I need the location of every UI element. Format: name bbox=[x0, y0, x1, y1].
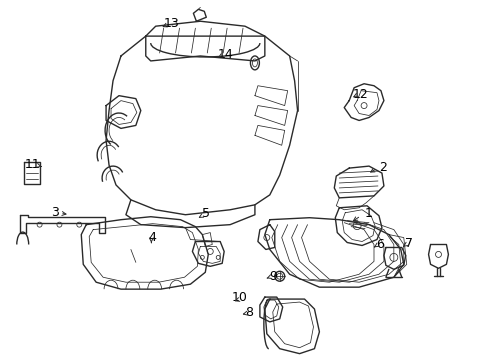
Text: 10: 10 bbox=[231, 291, 247, 305]
Text: 6: 6 bbox=[376, 238, 384, 251]
Text: 9: 9 bbox=[269, 270, 277, 283]
Text: 13: 13 bbox=[163, 17, 179, 30]
Text: 1: 1 bbox=[364, 207, 371, 220]
Text: 3: 3 bbox=[51, 206, 59, 219]
Text: 5: 5 bbox=[201, 207, 209, 220]
Text: 7: 7 bbox=[405, 237, 413, 250]
Text: 8: 8 bbox=[245, 306, 253, 319]
Text: 11: 11 bbox=[24, 158, 40, 171]
Text: 12: 12 bbox=[352, 88, 368, 101]
Text: 14: 14 bbox=[217, 48, 232, 61]
Text: 4: 4 bbox=[148, 231, 156, 244]
Text: 2: 2 bbox=[378, 161, 386, 174]
